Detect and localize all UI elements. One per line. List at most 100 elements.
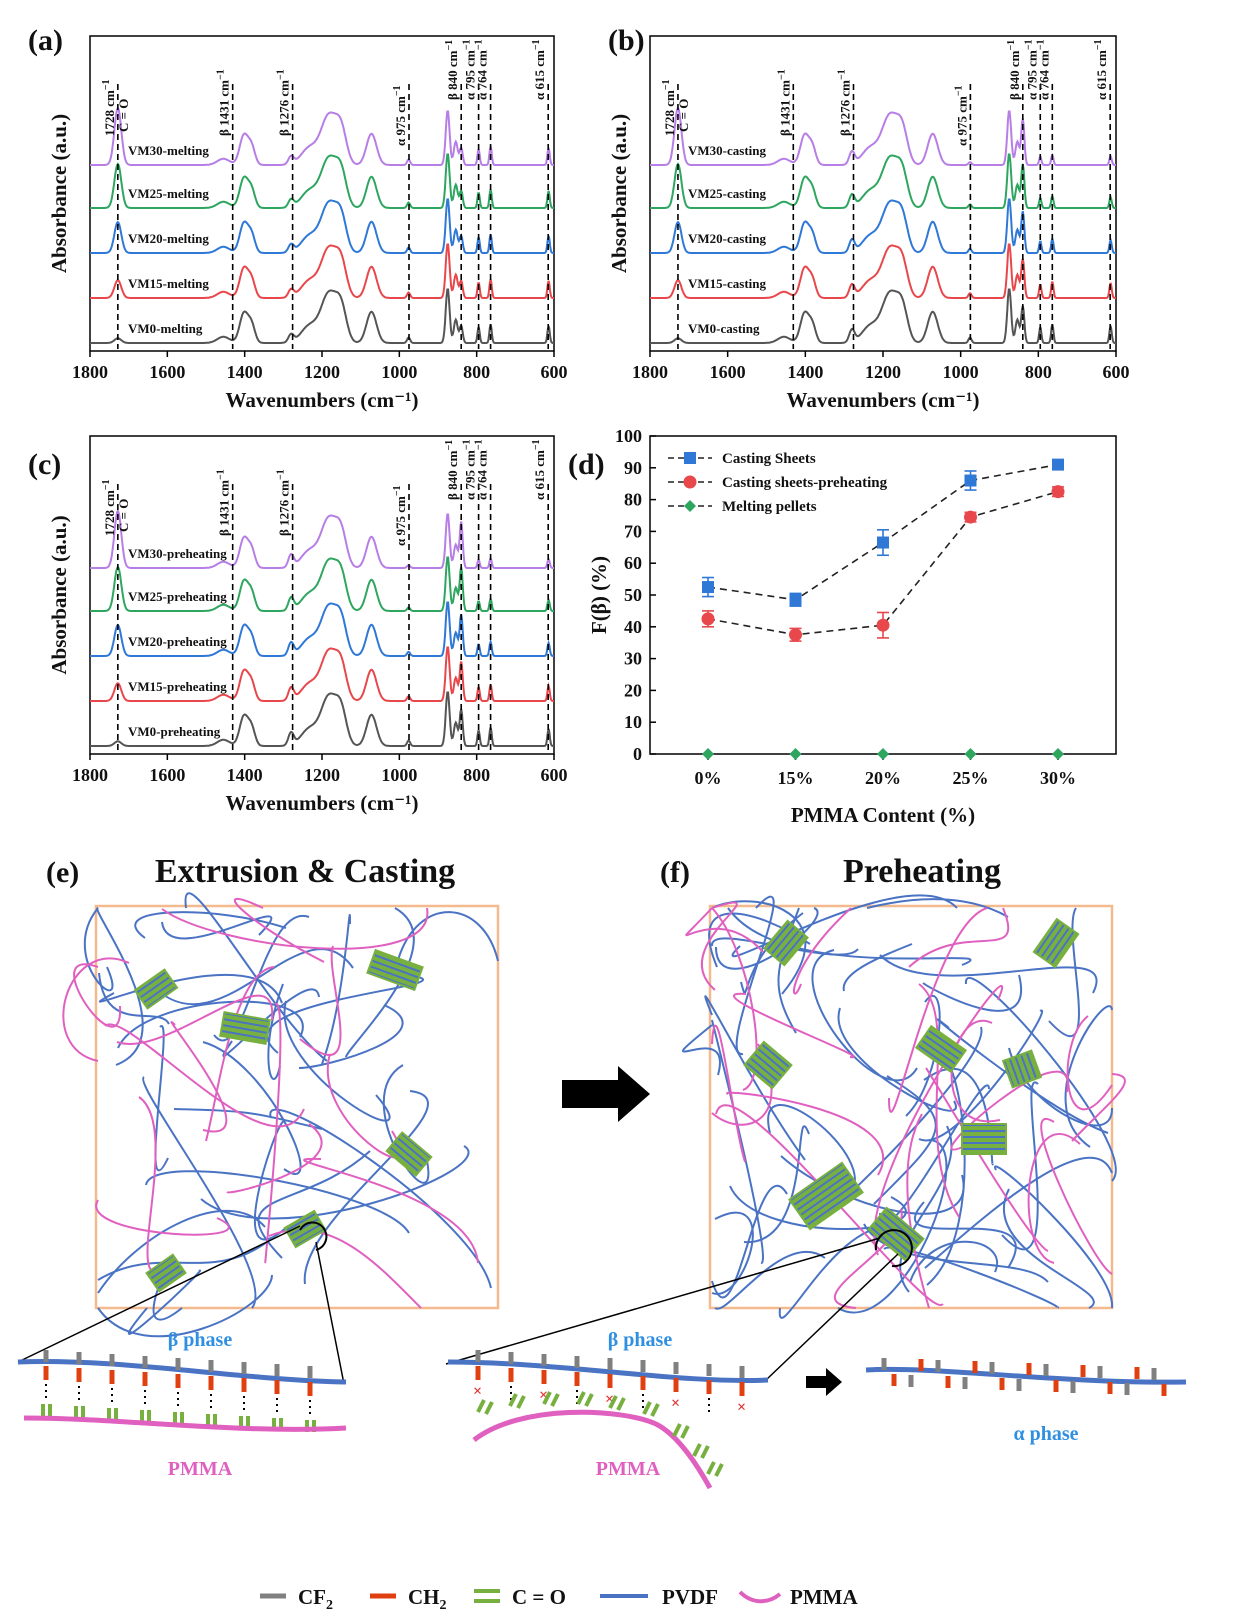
pvdf-chain — [142, 1076, 257, 1309]
co-group — [700, 1445, 710, 1459]
spectrum-VM15-melting — [90, 243, 554, 299]
legend-marker-Casting Sheets — [684, 452, 696, 464]
pvdf-chain — [731, 894, 958, 958]
peak-label-superscript: −1 — [276, 69, 287, 80]
x-tick-label-1000: 1000 — [381, 765, 417, 785]
pvdf-chain — [711, 1019, 764, 1265]
pmma-chain — [233, 898, 325, 963]
pvdf-chain — [711, 1184, 788, 1299]
pvdf-chain — [200, 1145, 470, 1220]
peak-label-975: α 975 cm−1 — [953, 85, 969, 146]
y-tick-label-30: 30 — [624, 649, 642, 669]
pvdf-chain — [924, 1156, 1113, 1269]
pvdf-chain — [964, 976, 1117, 1182]
data-point-Casting Sheets-30% — [1052, 458, 1064, 471]
panel-label-d: (d) — [568, 448, 605, 481]
panel-label-c: (c) — [28, 448, 61, 481]
data-point-Casting sheets-preheating-25% — [964, 510, 977, 524]
pmma-chain — [1027, 1133, 1081, 1264]
peak-label-text: α 615 cm — [532, 50, 547, 100]
data-point-Casting sheets-preheating-15% — [789, 628, 802, 642]
panel-label-b: (b) — [608, 24, 645, 57]
chart-c: VM0-preheating VM15-preheating VM20-prehea… — [47, 435, 568, 815]
co-group — [672, 1423, 682, 1437]
crystal-lamella — [1001, 1049, 1043, 1089]
peak-label-superscript: −1 — [531, 439, 542, 450]
curve-label-VM25-casting: VM25-casting — [688, 186, 766, 201]
pmma-chain — [733, 992, 855, 1059]
data-point-Melting pellets-0% — [702, 748, 714, 760]
legend-marker-Melting pellets — [684, 500, 696, 512]
pmma-chain — [793, 907, 852, 995]
peak-label-co: C = O — [676, 99, 691, 132]
x-tick-label-25%: 25% — [953, 768, 989, 788]
x-tick-label-1400: 1400 — [787, 362, 823, 382]
curve-label-VM15-preheating: VM15-preheating — [128, 679, 227, 694]
pvdf-chain — [134, 911, 287, 939]
x-axis-title-d: PMMA Content (%) — [791, 803, 975, 827]
x-tick-label-800: 800 — [1025, 362, 1052, 382]
pvdf-chain — [914, 1201, 1017, 1269]
data-point-Casting Sheets-20% — [877, 536, 889, 549]
crystal-lamella — [385, 1131, 433, 1177]
x-tick-label-1600: 1600 — [710, 362, 746, 382]
x-tick-label-800: 800 — [463, 765, 490, 785]
key-cf2-label: CF2 — [298, 1585, 333, 1613]
spectrum-VM25-casting — [650, 153, 1116, 209]
co-group — [650, 1403, 660, 1417]
peak-label-superscript: −1 — [661, 79, 672, 90]
molecular-detail: × × × × × — [17, 1350, 1187, 1490]
key-pvdf-label: PVDF — [662, 1585, 718, 1609]
broken-bond-mark: × — [737, 1399, 746, 1416]
co-group — [508, 1393, 518, 1407]
x-tick-label-0%: 0% — [695, 768, 722, 788]
spectrum-VM25-melting — [90, 153, 554, 209]
y-tick-label-100: 100 — [615, 426, 642, 446]
x-tick-label-600: 600 — [541, 765, 568, 785]
data-point-Casting Sheets-15% — [789, 593, 802, 606]
spectrum-VM15-preheating — [90, 646, 554, 702]
peak-label-text: β 1431 cm — [217, 80, 232, 136]
x-tick-label-30%: 30% — [1040, 768, 1076, 788]
co-group — [550, 1393, 560, 1407]
peak-label-text: β 1431 cm — [217, 480, 232, 536]
y-tick-label-80: 80 — [624, 490, 642, 510]
pvdf-chain — [837, 1139, 948, 1314]
chart-b: VM0-casting VM15-casting VM20-casting VM25-… — [607, 35, 1130, 412]
peak-label-superscript: −1 — [392, 485, 403, 496]
peak-label-superscript: −1 — [776, 69, 787, 80]
beta-phase-label-e: β phase — [168, 1329, 233, 1351]
beta-phase-label-f: β phase — [608, 1329, 673, 1351]
key-cf2-subscript: 2 — [326, 1598, 333, 1613]
data-point-Casting Sheets-25% — [964, 474, 977, 487]
x-tick-label-1800: 1800 — [72, 362, 108, 382]
curve-label-VM20-preheating: VM20-preheating — [128, 634, 227, 649]
pvdf-backbone-alpha — [865, 1366, 1187, 1385]
curve-label-VM25-preheating: VM25-preheating — [128, 589, 227, 604]
peak-label-text: β 1276 cm — [277, 80, 292, 136]
data-point-Melting pellets-25% — [964, 748, 977, 760]
pvdf-chain — [743, 1125, 810, 1244]
peak-label-text: 1728 cm — [662, 90, 677, 136]
key-ch2-subscript: 2 — [440, 1598, 447, 1613]
pmma-chain — [1040, 1118, 1113, 1275]
co-group — [584, 1393, 594, 1407]
pmma-chain — [205, 966, 275, 1142]
peak-label-795: α 795 cm−1 — [462, 39, 478, 100]
curve-label-VM30-casting: VM30-casting — [688, 143, 766, 158]
pvdf-chain — [97, 1238, 272, 1281]
peak-label-text: β 1431 cm — [777, 80, 792, 136]
zoom-line-f-right — [765, 1253, 899, 1381]
spectrum-VM0-casting — [650, 288, 1116, 344]
pmma-chain — [1071, 1073, 1126, 1142]
peak-label-text: α 615 cm — [1094, 50, 1109, 100]
pmma-label-f: PMMA — [596, 1458, 661, 1480]
schematic-network-e — [62, 892, 499, 1338]
peak-label-superscript: −1 — [474, 39, 485, 50]
co-group — [576, 1391, 586, 1405]
curve-label-VM30-preheating: VM30-preheating — [128, 546, 227, 561]
peak-label-superscript: −1 — [1023, 39, 1034, 50]
x-tick-label-1000: 1000 — [381, 362, 417, 382]
pvdf-chain — [1002, 1188, 1095, 1309]
peak-label-text: β 840 cm — [445, 450, 460, 500]
